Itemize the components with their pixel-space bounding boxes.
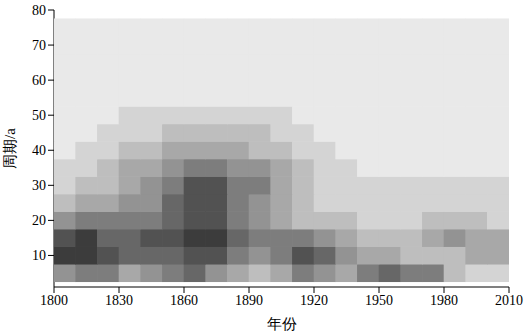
svg-text:20: 20	[32, 213, 46, 228]
svg-text:50: 50	[32, 108, 46, 123]
svg-text:1830: 1830	[105, 293, 133, 308]
svg-text:2010: 2010	[495, 293, 523, 308]
svg-text:1860: 1860	[170, 293, 198, 308]
svg-text:1800: 1800	[40, 293, 68, 308]
svg-text:80: 80	[32, 3, 46, 18]
svg-text:周期/a: 周期/a	[2, 128, 18, 169]
svg-text:70: 70	[32, 38, 46, 53]
svg-text:1950: 1950	[365, 293, 393, 308]
svg-text:10: 10	[32, 248, 46, 263]
svg-text:30: 30	[32, 178, 46, 193]
svg-text:1890: 1890	[235, 293, 263, 308]
svg-text:60: 60	[32, 73, 46, 88]
svg-text:40: 40	[32, 143, 46, 158]
svg-text:年份: 年份	[267, 316, 297, 332]
svg-text:1920: 1920	[300, 293, 328, 308]
svg-text:1980: 1980	[430, 293, 458, 308]
